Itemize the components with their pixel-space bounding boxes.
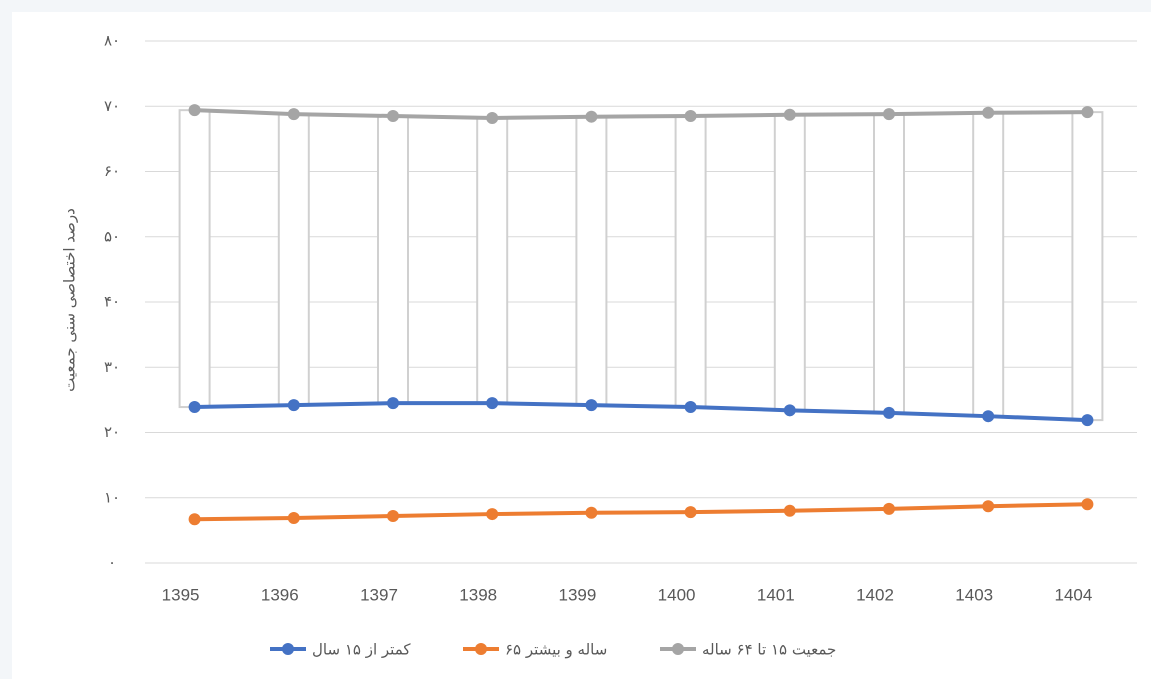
point — [188, 513, 201, 526]
point — [188, 401, 201, 414]
high-low-bar — [178, 109, 211, 409]
point — [783, 504, 796, 517]
y-tick-label: ۰ — [108, 554, 116, 572]
legend-marker — [672, 643, 684, 655]
y-tick-label: ۱۰ — [104, 488, 120, 506]
point — [684, 506, 697, 519]
point — [486, 111, 499, 124]
x-tick-label: 1397 — [360, 585, 398, 604]
point — [387, 510, 399, 523]
point — [287, 399, 300, 412]
point — [585, 399, 598, 412]
y-tick-label: ۴۰ — [104, 293, 120, 311]
x-tick-label: 1396 — [261, 585, 299, 604]
high-low-bar — [1071, 111, 1104, 422]
x-tick-label: 1398 — [459, 585, 497, 604]
x-tick-label: 1402 — [856, 585, 894, 604]
point — [1081, 498, 1094, 511]
legend-label: کمتر از ۱۵ سال — [312, 641, 411, 659]
point — [883, 502, 895, 515]
y-tick-label: ۷۰ — [104, 97, 120, 115]
point — [486, 508, 499, 521]
x-tick-label: 1401 — [757, 585, 795, 604]
series-line — [194, 108, 1088, 120]
x-tick-label: 1404 — [1054, 585, 1092, 604]
point — [783, 404, 796, 417]
series-line — [194, 502, 1088, 522]
point — [585, 506, 598, 519]
legend-marker — [475, 643, 487, 655]
y-tick-label: ۵۰ — [104, 227, 120, 245]
y-axis-label: درصد اختصاصی سنی جمعیت — [61, 208, 79, 392]
legend-label: ۶۵ ساله و بیشتر — [505, 641, 607, 659]
y-tick-label: ۲۰ — [104, 423, 120, 441]
point — [188, 104, 201, 117]
y-tick-label: ۶۰ — [104, 162, 120, 180]
y-tick-label: ۳۰ — [104, 358, 120, 376]
point — [287, 511, 300, 524]
point — [982, 410, 995, 423]
point — [387, 397, 399, 410]
point — [585, 110, 598, 123]
high-low-bar — [674, 115, 707, 409]
point — [1081, 414, 1094, 427]
x-tick-label: 1400 — [658, 585, 696, 604]
point — [684, 110, 697, 123]
point — [287, 108, 300, 121]
high-low-bar — [575, 115, 608, 407]
legend-marker — [282, 643, 294, 655]
high-low-bar — [773, 113, 806, 412]
legend-label: جمعیت ۱۵ تا ۶۴ ساله — [702, 641, 836, 659]
x-tick-label: 1403 — [955, 585, 993, 604]
point — [982, 500, 995, 513]
y-tick-label: ۸۰ — [104, 32, 120, 50]
point — [1081, 106, 1094, 119]
high-low-bar — [277, 113, 310, 407]
point — [684, 401, 697, 414]
x-tick-label: 1399 — [558, 585, 596, 604]
point — [982, 106, 995, 119]
x-tick-label: 1395 — [162, 585, 200, 604]
point — [883, 406, 895, 419]
point — [486, 397, 499, 410]
point — [783, 108, 796, 121]
point — [883, 108, 895, 121]
high-low-bar — [476, 116, 509, 405]
high-low-bar — [377, 115, 409, 405]
high-low-bar — [873, 113, 905, 414]
series-line — [194, 401, 1088, 423]
point — [387, 110, 399, 123]
high-low-bar — [972, 111, 1005, 418]
